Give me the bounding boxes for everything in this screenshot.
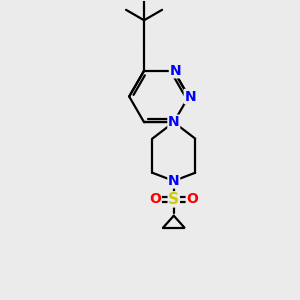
Text: O: O [149,192,161,206]
Text: N: N [169,64,181,78]
Text: N: N [168,115,180,129]
Text: S: S [168,192,179,207]
Text: N: N [184,89,196,103]
Text: N: N [168,174,180,188]
Text: O: O [186,192,198,206]
